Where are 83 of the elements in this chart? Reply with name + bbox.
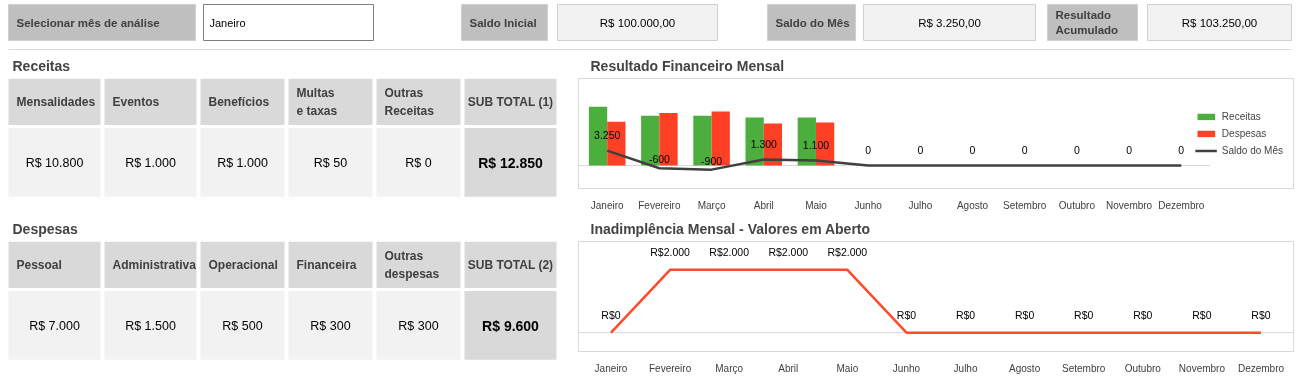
text: Pessoal — [16, 257, 62, 272]
data-label: R$0 — [896, 309, 917, 322]
data-label: R$0 — [955, 309, 976, 322]
x-tick-label: Junho — [854, 199, 883, 211]
data-label: R$0 — [1015, 309, 1035, 322]
text: Receitas — [384, 103, 435, 118]
text: Benefícios — [208, 94, 270, 109]
text: R$ 500 — [222, 318, 263, 333]
x-tick-label: Março — [697, 199, 726, 211]
text: Outras despesas — [384, 248, 440, 281]
text: R$ 1.000 — [217, 155, 268, 170]
legend-label: Despesas — [1221, 127, 1267, 139]
text: R$ 50 — [313, 155, 348, 170]
text: Eventos — [112, 94, 160, 109]
text: Financeira — [296, 257, 357, 272]
x-tick-label: Dezembro — [1237, 362, 1285, 374]
text: Selecionar mês de análise — [16, 16, 160, 29]
x-tick-label: Maio — [836, 362, 859, 374]
text: Mensalidades — [16, 94, 96, 109]
text: Saldo do Mês — [775, 16, 850, 29]
text: R$ 0 — [405, 155, 432, 170]
x-tick-label: Fevereiro — [648, 362, 692, 374]
x-tick-label: Outubro — [1058, 199, 1096, 211]
data-label: 0 — [1126, 144, 1133, 157]
text: Janeiro — [209, 16, 246, 29]
text: Despesas — [12, 220, 79, 237]
x-tick-label: Janeiro — [594, 362, 628, 374]
data-label: 0 — [865, 144, 872, 157]
data-label: R$0 — [601, 309, 621, 322]
legend-label: Receitas — [1221, 110, 1261, 122]
text: Resultado Acumulado — [1055, 8, 1119, 37]
data-label: R$0 — [1074, 309, 1094, 322]
text: R$ 1.000 — [125, 155, 176, 170]
text: Outras — [384, 85, 424, 100]
x-tick-label: Agosto — [1009, 362, 1041, 374]
x-tick-label: Abril — [778, 362, 799, 374]
x-tick-label: Março — [715, 362, 744, 374]
chart-title: Resultado Financeiro Mensal — [590, 57, 785, 74]
x-tick-label: Julho — [953, 362, 978, 374]
legend-label: Saldo do Mês — [1221, 144, 1283, 156]
text: R$ 300 — [398, 318, 439, 333]
chart-title: Receitas — [12, 57, 71, 74]
text: R$ 9.600 — [482, 317, 540, 334]
text: Saldo Inicial — [469, 16, 537, 29]
x-tick-label: Outubro — [1124, 362, 1162, 374]
data-label: 0 — [917, 144, 924, 157]
data-label: 0 — [969, 144, 976, 157]
x-tick-label: Novembro — [1106, 199, 1153, 211]
data-label: R$0 — [1133, 309, 1153, 322]
x-tick-label: Novembro — [1178, 362, 1226, 374]
data-label: R$0 — [1192, 309, 1212, 322]
text: R$ 12.850 — [478, 154, 544, 171]
x-tick-label: Setembro — [1003, 199, 1047, 211]
x-tick-label: Fevereiro — [638, 199, 681, 211]
x-tick-label: Janeiro — [590, 199, 625, 211]
data-label: R$2.000 — [768, 246, 809, 259]
text: R$ 103.250,00 — [1181, 16, 1258, 29]
x-tick-label: Setembro — [1062, 362, 1106, 374]
text: R$ 100.000,00 — [599, 16, 676, 29]
x-tick-label: Abril — [753, 199, 774, 211]
text: R$ 10.800 — [25, 155, 84, 170]
data-label: 0 — [1178, 144, 1185, 157]
data-label: R$2.000 — [650, 246, 691, 259]
text: R$ 300 — [310, 318, 351, 333]
text: R$ 7.000 — [29, 318, 80, 333]
text: Multas e taxas — [296, 85, 338, 118]
data-label: R$2.000 — [709, 246, 750, 259]
data-label: R$2.000 — [827, 246, 868, 259]
x-tick-label: Agosto — [956, 199, 989, 211]
text: R$ 3.250,00 — [918, 16, 981, 29]
x-tick-label: Maio — [805, 199, 828, 211]
data-label: 0 — [1073, 144, 1080, 157]
text: SUB TOTAL (1) — [467, 94, 554, 109]
data-label: 0 — [1021, 144, 1028, 157]
x-tick-label: Dezembro — [1158, 199, 1205, 211]
x-tick-label: Julho — [908, 199, 933, 211]
text: Operacional — [208, 257, 278, 272]
text: SUB TOTAL (2) — [467, 257, 554, 272]
text: R$ 1.500 — [125, 318, 176, 333]
chart-title: Inadimplência Mensal - Valores em Aberto — [590, 220, 871, 237]
data-label: R$0 — [1251, 309, 1271, 322]
text: Administrativa — [112, 257, 197, 272]
x-tick-label: Junho — [892, 362, 921, 374]
